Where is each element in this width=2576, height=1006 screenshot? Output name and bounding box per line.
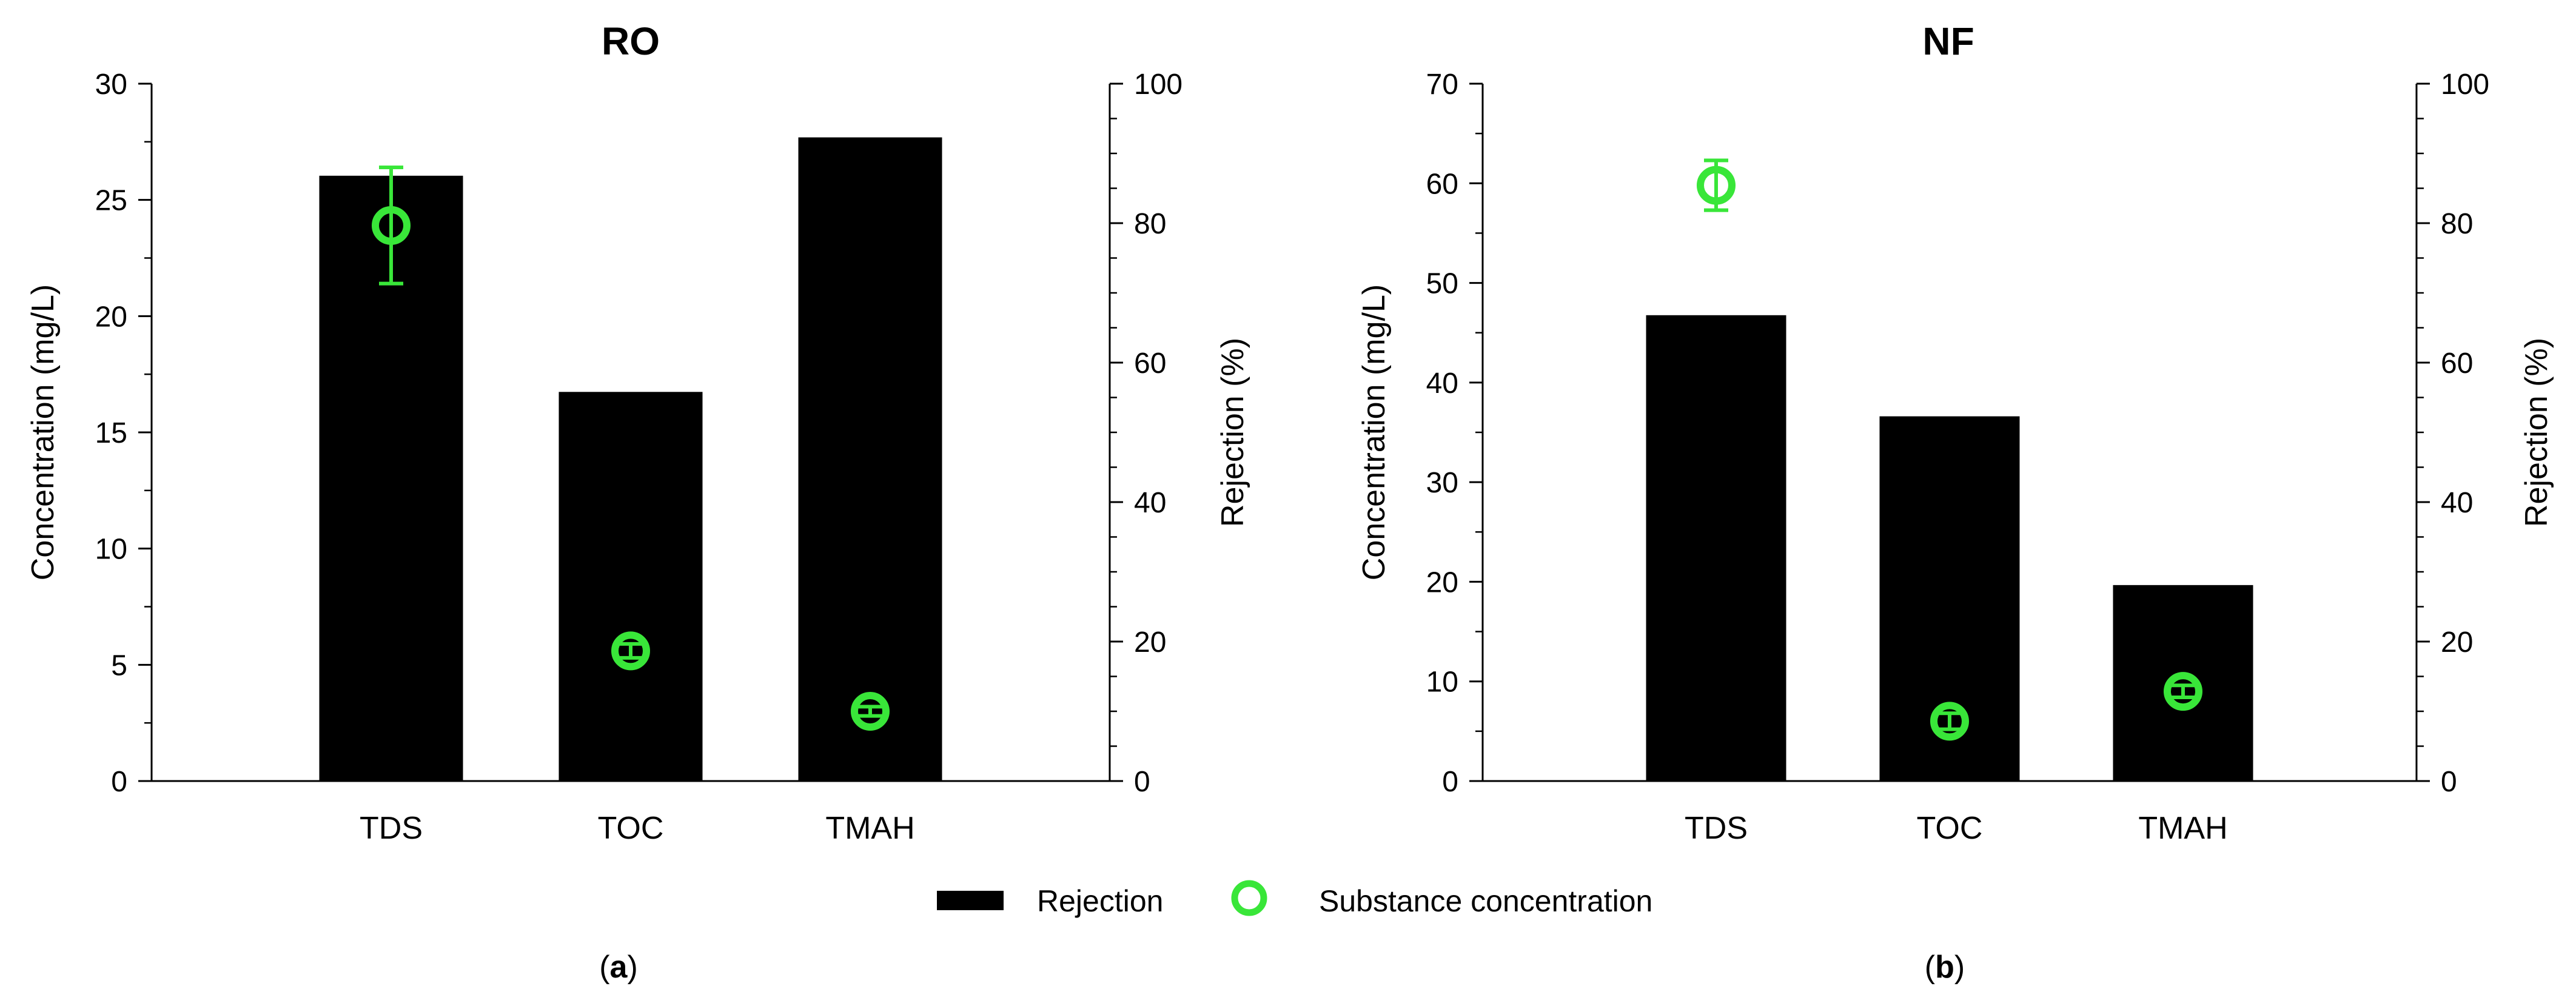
left-tick-label: 30 bbox=[95, 69, 127, 101]
left-tick-label: 70 bbox=[1426, 69, 1458, 101]
legend: Rejection Substance concentration bbox=[937, 880, 1652, 918]
left-tick-label: 50 bbox=[1426, 268, 1458, 300]
left-tick-label: 0 bbox=[1442, 766, 1458, 798]
right-tick-label: 0 bbox=[1134, 766, 1150, 798]
chart-panel-nf: 0 10 20 30 40 50 60 70 0 20 40 60 80 100 TDS TOC TMAH NF C… bbox=[1357, 19, 2554, 846]
right-tick-label: 0 bbox=[2441, 766, 2457, 798]
left-tick-label: 15 bbox=[95, 417, 127, 449]
right-tick-label: 40 bbox=[2441, 487, 2473, 519]
legend-label-concentration: Substance concentration bbox=[1319, 884, 1652, 918]
bar-rejection-tmah bbox=[798, 137, 942, 781]
left-tick-label: 20 bbox=[95, 301, 127, 333]
left-tick-label: 10 bbox=[95, 534, 127, 566]
category-label-tds: TDS bbox=[1685, 811, 1748, 846]
category-label-tmah: TMAH bbox=[2138, 811, 2227, 846]
category-label-toc: TOC bbox=[598, 811, 664, 846]
legend-label-rejection: Rejection bbox=[1037, 884, 1163, 918]
left-tick-label: 30 bbox=[1426, 467, 1458, 499]
chart-title: NF bbox=[1922, 19, 1974, 63]
right-tick-label: 80 bbox=[2441, 208, 2473, 240]
legend-swatch-concentration bbox=[1231, 880, 1267, 916]
marker-concentration-tmah bbox=[851, 692, 890, 731]
left-tick-label: 5 bbox=[111, 649, 127, 682]
right-tick-label: 60 bbox=[2441, 347, 2473, 380]
chart-title: RO bbox=[602, 19, 660, 63]
y-axis-right-title: Rejection (%) bbox=[2519, 338, 2554, 527]
bar-rejection-tmah bbox=[2113, 585, 2253, 781]
right-tick-label: 40 bbox=[1134, 487, 1166, 519]
marker-concentration-toc bbox=[611, 631, 650, 671]
y-axis-left-title: Concentration (mg/L) bbox=[1357, 284, 1392, 580]
y-axis-left-title: Concentration (mg/L) bbox=[25, 284, 61, 580]
right-tick-label: 80 bbox=[1134, 208, 1166, 240]
panel-label-b: (b) bbox=[1925, 950, 1965, 985]
left-tick-label: 0 bbox=[111, 766, 127, 798]
legend-swatch-rejection bbox=[937, 891, 1004, 910]
marker-concentration-tmah bbox=[2164, 672, 2202, 711]
left-tick-label: 60 bbox=[1426, 168, 1458, 200]
right-tick-label: 20 bbox=[1134, 626, 1166, 659]
left-tick-label: 25 bbox=[95, 185, 127, 217]
left-tick-label: 20 bbox=[1426, 566, 1458, 599]
marker-concentration-toc bbox=[1930, 702, 1969, 741]
right-tick-label: 100 bbox=[2441, 69, 2489, 101]
y-axis-right-title: Rejection (%) bbox=[1215, 338, 1250, 527]
chart-panel-ro: 0 5 10 15 20 25 30 0 20 40 60 80 100 TDS TOC TMAH RO Conc… bbox=[25, 19, 1250, 846]
left-tick-label: 10 bbox=[1426, 666, 1458, 699]
bar-rejection-toc bbox=[558, 392, 703, 781]
marker-concentration-tds bbox=[1697, 166, 1736, 205]
right-tick-label: 60 bbox=[1134, 347, 1166, 380]
category-label-tmah: TMAH bbox=[825, 811, 914, 846]
panel-label-a: (a) bbox=[599, 950, 638, 985]
category-label-toc: TOC bbox=[1917, 811, 1983, 846]
right-tick-label: 100 bbox=[1134, 69, 1182, 101]
marker-concentration-tds bbox=[372, 206, 411, 245]
left-tick-label: 40 bbox=[1426, 367, 1458, 400]
right-tick-label: 20 bbox=[2441, 626, 2473, 659]
category-label-tds: TDS bbox=[360, 811, 423, 846]
bar-rejection-tds bbox=[1646, 315, 1786, 781]
